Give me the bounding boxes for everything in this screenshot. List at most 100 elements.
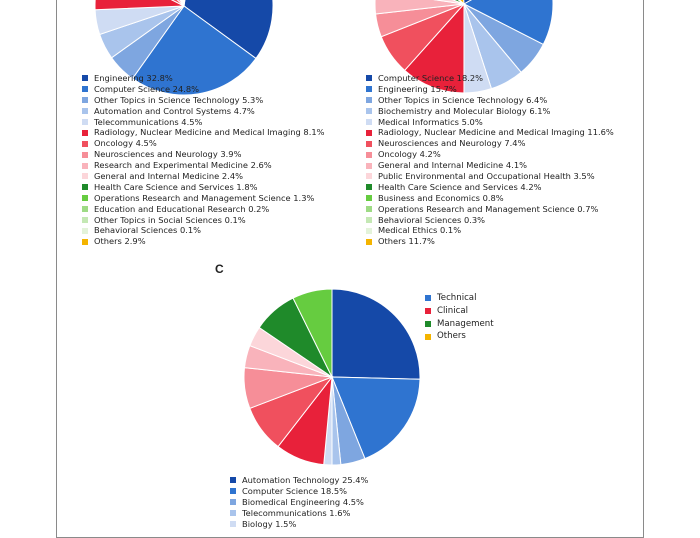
- legend-label: Technical: [437, 293, 477, 303]
- legend-swatch: [82, 129, 88, 136]
- legend-entry: Others: [425, 330, 494, 343]
- legend-swatch: [82, 184, 88, 191]
- legend-swatch: [82, 151, 88, 158]
- legend-label: Clinical: [437, 305, 468, 316]
- pie-slice: [183, 0, 186, 7]
- pie-slice: [452, 0, 465, 5]
- legend-label: Oncology 4.5%: [94, 138, 157, 149]
- legend-swatch: [366, 184, 372, 191]
- legend-entry: Others 2.9%: [82, 236, 325, 247]
- legend-label: Management: [437, 318, 494, 329]
- pie-slice: [331, 288, 421, 380]
- legend-entry: Management: [425, 318, 494, 331]
- legend-swatch: [366, 86, 372, 93]
- legend-entry: Telecommunications 1.6%: [230, 508, 368, 519]
- legend-entry: Oncology 4.5%: [82, 138, 325, 149]
- legend-label: Neurosciences and Neurology 3.9%: [94, 149, 242, 160]
- legend-swatch: [82, 75, 88, 82]
- legend-swatch: [366, 151, 372, 158]
- legend-label: Others 11.7%: [378, 236, 435, 247]
- legend-swatch: [82, 119, 88, 125]
- legend-swatch: [230, 488, 236, 495]
- legend-c: Automation Technology 25.4% Computer Scie…: [230, 475, 368, 529]
- legend-entry: Oncology 4.2%: [366, 149, 614, 160]
- legend-label: Others: [437, 331, 466, 342]
- legend-swatch: [230, 499, 236, 506]
- legend-label: Research and Experimental Medicine 2.6%: [94, 160, 272, 171]
- legend-entry: Behavioral Sciences 0.3%: [366, 215, 614, 226]
- legend-label: Radiology, Nuclear Medicine and Medical …: [94, 127, 325, 138]
- legend-entry: General and Internal Medicine 2.4%: [82, 171, 325, 182]
- legend-entry: Health Care Science and Services 1.8%: [82, 182, 325, 193]
- legend-entry: Others 11.7%: [366, 236, 614, 247]
- legend-entry: Radiology, Nuclear Medicine and Medical …: [82, 127, 325, 138]
- legend-entry: Research and Experimental Medicine 2.6%: [82, 160, 325, 171]
- legend-swatch: [425, 295, 431, 302]
- legend-label: Other Topics in Social Sciences 0.1%: [94, 214, 246, 225]
- legend-swatch: [425, 333, 431, 340]
- legend-label: Business and Economics 0.8%: [378, 192, 504, 203]
- legend-label: Neurosciences and Neurology 7.4%: [378, 138, 526, 149]
- legend-swatch: [366, 206, 372, 213]
- legend-label: Computer Science 18.5%: [242, 485, 348, 496]
- pie-slice: [458, 0, 465, 6]
- legend-entry: Neurosciences and Neurology 3.9%: [82, 149, 325, 160]
- legend-label: Oncology 4.2%: [378, 149, 441, 160]
- legend-entry: Other Topics in Social Sciences 0.1%: [82, 215, 325, 226]
- legend-label: Medical Ethics 0.1%: [378, 225, 462, 236]
- pie-slice: [292, 288, 333, 378]
- legend-label: Engineering 32.8%: [94, 73, 173, 83]
- legend-label: Public Environmental and Occupational He…: [378, 171, 595, 182]
- legend-label: Health Care Science and Services 4.2%: [378, 181, 542, 192]
- legend-label: Automation Technology 25.4%: [242, 475, 369, 485]
- legend-entry: Neurosciences and Neurology 7.4%: [366, 138, 614, 149]
- legend-entry: Computer Science 18.2%: [366, 73, 614, 84]
- legend-label: Other Topics in Science Technology 5.3%: [94, 94, 264, 105]
- legend-entry: Computer Science 24.8%: [82, 84, 325, 95]
- legend-label: Biochemistry and Molecular Biology 6.1%: [378, 105, 551, 116]
- legend-label: Telecommunications 4.5%: [94, 116, 203, 127]
- legend-swatch: [82, 206, 88, 213]
- legend-swatch: [82, 140, 88, 147]
- legend-entry: Public Environmental and Occupational He…: [366, 171, 614, 182]
- legend-entry: Radiology, Nuclear Medicine and Medical …: [366, 127, 614, 138]
- pie-slice: [170, 0, 185, 7]
- legend-label: Medical Informatics 5.0%: [378, 116, 483, 127]
- panel-label-c: C: [215, 262, 224, 276]
- pie-chart-a: [94, 0, 274, 96]
- legend-label: Operations Research and Management Scien…: [94, 192, 315, 203]
- legend-swatch: [230, 477, 236, 484]
- pie-chart-c: [243, 288, 421, 466]
- pie-slice: [331, 376, 421, 460]
- legend-label: General and Internal Medicine 2.4%: [94, 171, 243, 182]
- pie-slice: [131, 5, 257, 96]
- legend-label: Operations Research and Management Scien…: [378, 203, 599, 214]
- pie-slice: [94, 0, 186, 11]
- pie-slice: [183, 0, 274, 60]
- legend-swatch: [82, 97, 88, 104]
- legend-entry: Education and Educational Research 0.2%: [82, 204, 325, 215]
- legend-label: Biomedical Engineering 4.5%: [242, 496, 364, 507]
- legend-swatch: [82, 162, 88, 169]
- legend-entry: Business and Economics 0.8%: [366, 193, 614, 204]
- legend-label: General and Internal Medicine 4.1%: [378, 160, 527, 171]
- legend-label: Computer Science 24.8%: [94, 83, 200, 94]
- legend-swatch: [366, 108, 372, 115]
- legend-entry: Biology 1.5%: [230, 519, 368, 530]
- legend-entry: Telecommunications 4.5%: [82, 117, 325, 128]
- legend-label: Radiology, Nuclear Medicine and Medical …: [378, 127, 614, 138]
- pie-slice: [462, 0, 554, 46]
- legend-swatch: [366, 227, 372, 234]
- legend-swatch: [366, 97, 372, 104]
- pie-slice: [176, 0, 185, 7]
- legend-swatch: [82, 217, 88, 224]
- group-legend-c: Technical Clinical Management Others: [425, 292, 494, 343]
- legend-swatch: [82, 108, 88, 115]
- pie-chart-b: [374, 0, 554, 94]
- legend-swatch: [230, 510, 236, 517]
- legend-entry: Operations Research and Management Scien…: [366, 204, 614, 215]
- legend-b: Computer Science 18.2% Engineering 15.7% O…: [366, 73, 614, 247]
- legend-swatch: [82, 173, 88, 180]
- legend-entry: Medical Ethics 0.1%: [366, 225, 614, 236]
- legend-label: Automation and Control Systems 4.7%: [94, 105, 255, 116]
